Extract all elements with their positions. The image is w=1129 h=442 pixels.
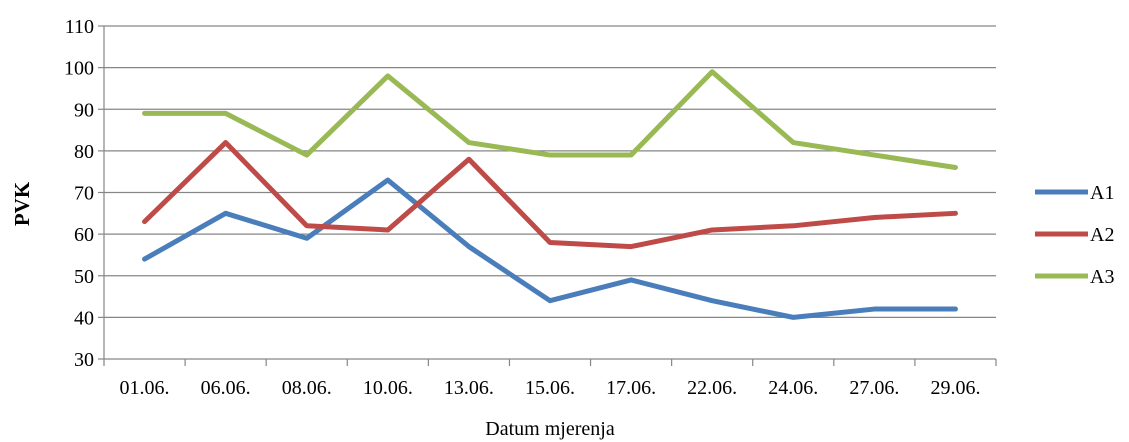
y-tick-label: 70 <box>74 183 94 205</box>
y-tick-label: 50 <box>74 266 94 288</box>
y-axis: 30 40 50 60 70 80 90 100 110 <box>64 16 105 371</box>
series-line-a1 <box>142 177 958 320</box>
y-tick-label: 80 <box>74 141 94 163</box>
y-axis-title: PVK <box>10 181 34 226</box>
x-tick-label: 13.06. <box>444 377 494 399</box>
y-tick-label: 60 <box>74 224 94 246</box>
series-lines <box>142 69 958 320</box>
y-tick-label: 30 <box>74 349 94 371</box>
x-tick-label: 06.06. <box>201 377 251 399</box>
series-line-a2 <box>142 140 958 250</box>
y-tick-label: 90 <box>74 99 94 121</box>
y-tick-label: 100 <box>64 58 94 80</box>
series-line-a3 <box>142 69 958 171</box>
x-tick-label: 15.06. <box>525 377 575 399</box>
x-axis-title: Datum mjerenja <box>485 418 615 440</box>
x-tick-label: 10.06. <box>363 377 413 399</box>
legend-label: A3 <box>1090 266 1114 288</box>
y-tick-label: 40 <box>74 307 94 329</box>
x-tick-label: 29.06. <box>930 377 980 399</box>
y-tick-label: 110 <box>65 16 94 38</box>
x-tick-label: 01.06. <box>120 377 170 399</box>
x-tick-label: 17.06. <box>606 377 656 399</box>
x-tick-label: 08.06. <box>282 377 332 399</box>
legend: A1 A2 A3 <box>1035 182 1114 288</box>
grid <box>104 25 996 318</box>
x-tick-label: 24.06. <box>768 377 818 399</box>
x-tick-label: 22.06. <box>687 377 737 399</box>
legend-label: A2 <box>1090 224 1114 246</box>
legend-label: A1 <box>1090 182 1114 204</box>
x-tick-label: 27.06. <box>849 377 899 399</box>
x-axis: 01.06. 06.06. 08.06. 10.06. 13.06. 15.06. 17.0… <box>103 358 997 399</box>
